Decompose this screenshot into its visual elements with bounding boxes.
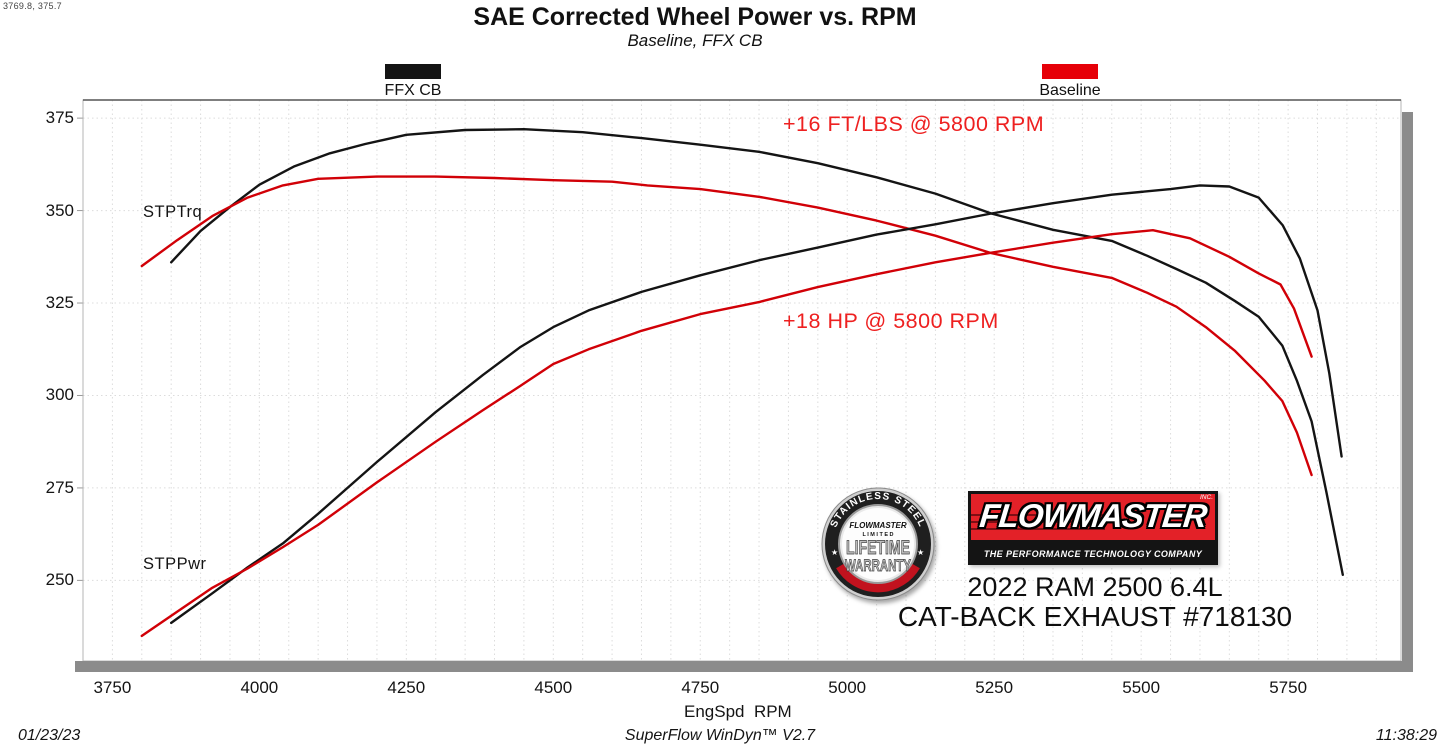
flowmaster-logo-inc: INC. [1200, 494, 1213, 501]
page-title: SAE Corrected Wheel Power vs. RPM [473, 3, 917, 31]
y-tick-label: 275 [45, 477, 74, 497]
product-description: 2022 RAM 2500 6.4L CAT-BACK EXHAUST #718… [835, 572, 1355, 632]
legend-item-ffx-cb: FFX CB [377, 64, 449, 100]
power-gain-annotation: +18 HP @ 5800 RPM [783, 309, 999, 333]
badge-flowmaster-text: FLOWMASTER [849, 521, 907, 530]
x-tick-label: 5250 [975, 678, 1014, 697]
torque-gain-annotation: +16 FT/LBS @ 5800 RPM [783, 112, 1045, 136]
x-tick-label: 4750 [681, 678, 720, 697]
warranty-badge: STAINLESS STEEL ★ ★ FLOWMASTER L I M I T… [821, 487, 935, 601]
series-stppwr-ffx-cb [169, 184, 1343, 625]
cursor-readout: 3769.8, 375.7 [3, 1, 62, 11]
y-tick-label: 300 [45, 385, 74, 405]
y-tick-label: 350 [45, 200, 74, 220]
flowmaster-logo-tagline: THE PERFORMANCE TECHNOLOGY COMPANY [983, 549, 1203, 559]
x-tick-label: 5500 [1122, 678, 1161, 697]
vertical-scrollbar[interactable] [1402, 112, 1413, 661]
legend-swatch-baseline [1042, 64, 1098, 79]
footer-date: 01/23/23 [18, 727, 81, 744]
curve-label-stppwr: STPPwr [143, 555, 207, 573]
footer-time: 11:38:29 [1375, 727, 1437, 744]
series-stptrq-ffx-cb [169, 127, 1345, 576]
legend-label-ffx-cb: FFX CB [384, 82, 442, 99]
badge-star-left-icon: ★ [831, 548, 838, 557]
product-line-vehicle: 2022 RAM 2500 6.4L [967, 572, 1223, 602]
x-tick-label: 4500 [534, 678, 573, 697]
badge-warranty-text: WARRANTY [845, 556, 911, 575]
x-tick-label: 4000 [240, 678, 279, 697]
flowmaster-logo-wordmark: FLOWMASTER [977, 497, 1209, 534]
legend-item-baseline: Baseline [1034, 64, 1106, 100]
product-line-part: CAT-BACK EXHAUST #718130 [897, 601, 1293, 632]
badge-star-right-icon: ★ [917, 548, 924, 557]
series-stptrq-baseline [140, 175, 1313, 477]
flowmaster-logo: FLOWMASTER INC. THE PERFORMANCE TECHNOLO… [968, 491, 1218, 565]
badge-lifetime-text: LIFETIME [846, 538, 910, 559]
curve-label-stptrq: STPTrq [143, 203, 203, 221]
footer-software: SuperFlow WinDyn™ V2.7 [624, 727, 816, 744]
x-tick-label: 4250 [387, 678, 426, 697]
y-tick-label: 375 [45, 108, 74, 128]
horizontal-scrollbar[interactable] [75, 661, 1413, 672]
x-tick-label: 5000 [828, 678, 867, 697]
legend-label-baseline: Baseline [1039, 82, 1101, 99]
y-tick-label: 325 [45, 293, 74, 313]
legend-swatch-ffx-cb [385, 64, 441, 79]
x-tick-label: 5750 [1269, 678, 1308, 697]
x-axis-label: EngSpd RPM [684, 702, 792, 721]
flowmaster-logo-red-field [971, 494, 1215, 540]
title-block: SAE Corrected Wheel Power vs. RPM Baseli… [0, 2, 1390, 50]
series-stppwr-baseline [140, 228, 1313, 638]
y-tick-label: 250 [45, 570, 74, 590]
badge-limited-text: L I M I T E D [862, 532, 893, 538]
x-tick-label: 3750 [93, 678, 132, 697]
page-subtitle: Baseline, FFX CB [627, 31, 763, 50]
